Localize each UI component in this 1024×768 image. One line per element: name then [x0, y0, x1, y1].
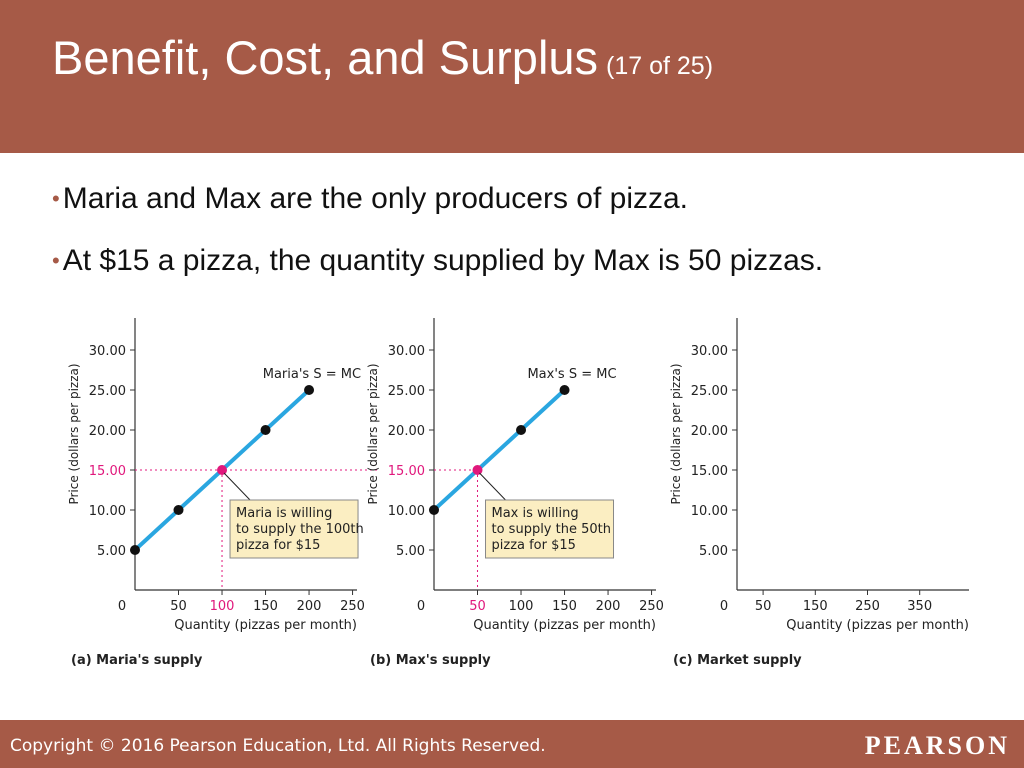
callout-text: pizza for $15 — [236, 538, 320, 553]
y-tick-label: 25.00 — [89, 384, 126, 399]
highlight-point — [472, 465, 483, 475]
y-tick-label: 15.00 — [691, 464, 728, 479]
y-tick-label: 10.00 — [691, 504, 728, 519]
callout-text: Max is willing — [492, 506, 579, 521]
data-point — [516, 425, 527, 435]
y-tick-label: 20.00 — [89, 424, 126, 439]
x-tick-label: 150 — [253, 599, 278, 614]
slide-title: Benefit, Cost, and Surplus (17 of 25) — [52, 30, 713, 85]
panel-label: (c) Market supply — [673, 653, 802, 668]
x-tick-label: 100 — [210, 599, 235, 614]
x-tick-label: 350 — [907, 599, 932, 614]
y-tick-label: 15.00 — [388, 464, 425, 479]
data-point — [130, 545, 140, 555]
supply-curve — [432, 388, 566, 512]
x-tick-label: 250 — [639, 599, 664, 614]
y-tick-label: 10.00 — [388, 504, 425, 519]
callout-text: to supply the 100th — [236, 522, 364, 537]
chart-panel: 5.00 10.00 15.00 20.00 25.00 30.00 0 50 100 150 20… — [366, 318, 664, 668]
x-tick-label: 0 — [118, 599, 126, 614]
panel-label: (a) Maria's supply — [71, 653, 203, 668]
callout-pointer — [223, 472, 251, 501]
x-tick-label: 0 — [720, 599, 728, 614]
x-axis-label: Quantity (pizzas per month) — [786, 618, 969, 633]
y-tick-label: 15.00 — [89, 464, 126, 479]
x-axis-label: Quantity (pizzas per month) — [473, 618, 656, 633]
bullet-text: At $15 a pizza, the quantity supplied by… — [62, 244, 824, 277]
highlight-point — [217, 465, 228, 475]
bullet-dot — [52, 248, 60, 274]
slide-footer: Copyright © 2016 Pearson Education, Ltd.… — [0, 720, 1024, 768]
data-point — [559, 385, 570, 395]
title-text: Benefit, Cost, and Surplus — [52, 31, 599, 84]
bullet-item: At $15 a pizza, the quantity supplied by… — [52, 244, 823, 306]
panel-label: (b) Max's supply — [370, 653, 491, 668]
x-axis-label: Quantity (pizzas per month) — [174, 618, 357, 633]
y-tick-label: 30.00 — [691, 344, 728, 359]
data-point — [173, 505, 184, 515]
copyright-text: Copyright © 2016 Pearson Education, Ltd.… — [10, 736, 546, 756]
bullet-dot — [52, 186, 60, 212]
y-tick-label: 5.00 — [699, 544, 728, 559]
chart-panel: 5.00 10.00 15.00 20.00 25.00 30.00 0 50 100 150 20… — [67, 318, 380, 668]
supply-charts: 5.00 10.00 15.00 20.00 25.00 30.00 0 50 100 150 20… — [67, 318, 969, 668]
x-tick-label: 150 — [803, 599, 828, 614]
series-label: Max's S = MC — [527, 367, 616, 382]
x-tick-label: 250 — [855, 599, 880, 614]
callout-box — [229, 499, 359, 559]
callout-text: pizza for $15 — [492, 538, 576, 553]
callout-text: to supply the 50th — [492, 522, 611, 537]
data-point — [304, 385, 315, 395]
x-tick-label: 200 — [596, 599, 621, 614]
slide-header: Benefit, Cost, and Surplus (17 of 25) — [0, 0, 1024, 153]
y-tick-label: 25.00 — [691, 384, 728, 399]
y-tick-label: 25.00 — [388, 384, 425, 399]
y-tick-label: 5.00 — [396, 544, 425, 559]
y-tick-label: 20.00 — [388, 424, 425, 439]
y-tick-label: 10.00 — [89, 504, 126, 519]
x-tick-label: 50 — [170, 599, 187, 614]
y-tick-label: 5.00 — [97, 544, 126, 559]
data-point — [429, 505, 439, 515]
chart-panel: 5.00 10.00 15.00 20.00 25.00 30.00 0 50 150 250 35… — [669, 318, 969, 668]
x-tick-label: 150 — [552, 599, 577, 614]
bullet-list: Maria and Max are the only producers of … — [52, 182, 823, 306]
x-tick-label: 0 — [417, 599, 425, 614]
bullet-item: Maria and Max are the only producers of … — [52, 182, 823, 244]
callout-box — [485, 499, 615, 559]
y-tick-label: 30.00 — [388, 344, 425, 359]
y-tick-label: 20.00 — [691, 424, 728, 439]
title-suffix: (17 of 25) — [606, 52, 714, 80]
bullet-text: Maria and Max are the only producers of … — [62, 182, 689, 215]
x-tick-label: 100 — [509, 599, 534, 614]
y-axis-label: Price (dollars per pizza) — [67, 363, 81, 504]
x-tick-label: 250 — [340, 599, 365, 614]
series-label: Maria's S = MC — [263, 367, 361, 382]
pearson-logo: PEARSON — [864, 731, 1010, 760]
y-tick-label: 30.00 — [89, 344, 126, 359]
x-tick-label: 50 — [469, 599, 486, 614]
callout-pointer — [479, 472, 506, 501]
y-axis-label: Price (dollars per pizza) — [366, 363, 380, 504]
y-axis-label: Price (dollars per pizza) — [669, 363, 683, 504]
data-point — [260, 425, 271, 435]
callout-text: Maria is willing — [236, 506, 332, 521]
x-tick-label: 200 — [297, 599, 322, 614]
x-tick-label: 50 — [755, 599, 772, 614]
